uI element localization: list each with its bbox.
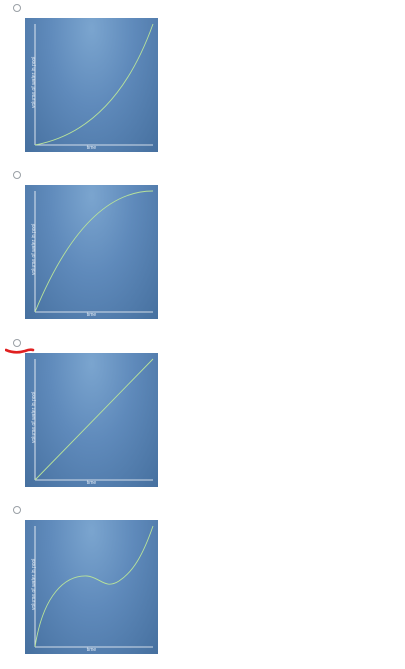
radio-option-2[interactable] — [13, 171, 21, 179]
x-axis-label: time — [86, 480, 97, 486]
graph-option-1: volume of water in pool time — [25, 18, 158, 152]
red-pen-mark — [5, 348, 35, 354]
answer-option-1[interactable]: volume of water in pool time — [0, 0, 405, 167]
y-axis-label: volume of water in pool — [31, 223, 37, 275]
chart-svg-option-4 — [34, 525, 154, 648]
x-axis-label: time — [86, 312, 97, 318]
graph-option-2: volume of water in pool time — [25, 185, 158, 319]
curve-line — [34, 190, 154, 313]
radio-option-1[interactable] — [13, 4, 21, 12]
radio-option-3[interactable] — [13, 339, 21, 347]
chart-svg-option-3 — [34, 358, 154, 481]
graph-option-4: volume of water in pool time — [25, 520, 158, 654]
curve-line — [34, 23, 154, 146]
x-axis-label: time — [86, 145, 97, 151]
answer-option-4[interactable]: volume of water in pool time — [0, 502, 405, 669]
y-axis-label: volume of water in pool — [31, 391, 37, 443]
answer-option-2[interactable]: volume of water in pool time — [0, 167, 405, 334]
answer-option-3[interactable]: volume of water in pool time — [0, 335, 405, 502]
radio-option-4[interactable] — [13, 506, 21, 514]
y-axis-label: volume of water in pool — [31, 558, 37, 610]
curve-line — [34, 525, 154, 648]
chart-svg-option-1 — [34, 23, 154, 146]
y-axis-label: volume of water in pool — [31, 56, 37, 108]
x-axis-label: time — [86, 647, 97, 653]
chart-svg-option-2 — [34, 190, 154, 313]
graph-option-3: volume of water in pool time — [25, 353, 158, 487]
curve-line — [34, 358, 154, 481]
